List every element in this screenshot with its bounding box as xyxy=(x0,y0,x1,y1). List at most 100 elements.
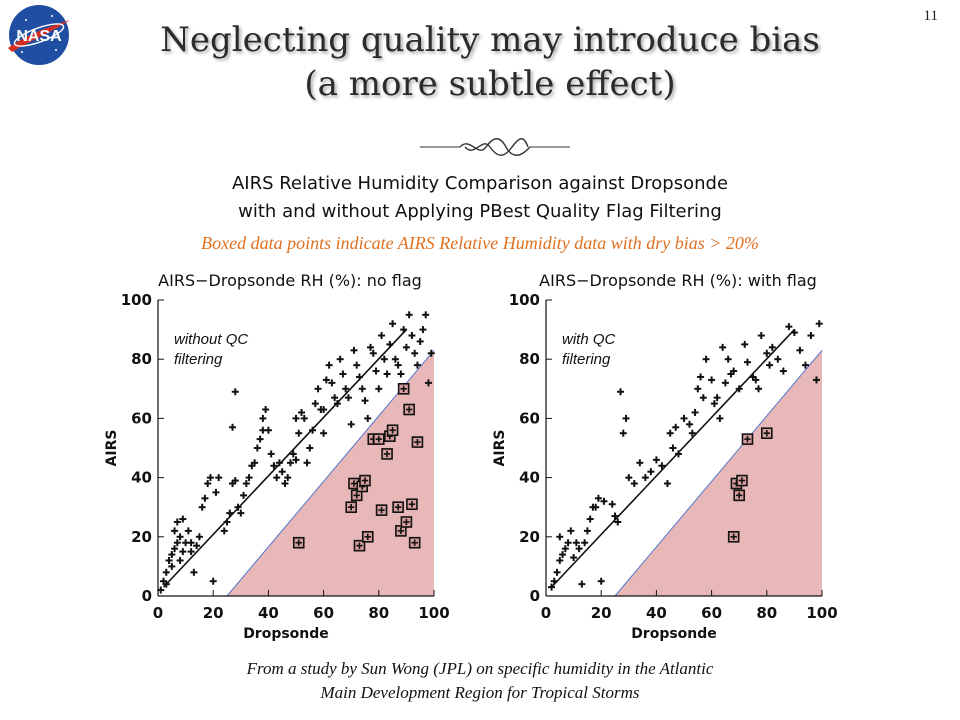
data-point xyxy=(179,548,187,556)
data-point xyxy=(168,562,176,570)
data-point xyxy=(157,586,165,594)
data-point xyxy=(422,311,430,319)
data-point xyxy=(400,326,408,334)
y-tick-label: 60 xyxy=(131,409,152,427)
data-point xyxy=(391,355,399,363)
data-point xyxy=(275,459,283,467)
data-point xyxy=(658,462,666,470)
x-tick-label: 20 xyxy=(203,604,224,622)
data-point xyxy=(556,556,564,564)
data-point xyxy=(413,361,421,369)
data-point xyxy=(314,385,322,393)
data-point xyxy=(273,474,281,482)
data-point xyxy=(350,346,358,354)
data-point xyxy=(419,326,427,334)
y-tick-label: 60 xyxy=(519,409,540,427)
qc-annotation: without QC xyxy=(174,331,248,348)
data-point xyxy=(583,527,591,535)
data-point xyxy=(339,370,347,378)
boxed-data-point xyxy=(411,436,424,448)
x-tick-label: 80 xyxy=(756,604,777,622)
data-point xyxy=(306,444,314,452)
data-point xyxy=(594,494,602,502)
x-tick-label: 60 xyxy=(313,604,334,622)
data-point xyxy=(694,385,702,393)
data-point xyxy=(597,577,605,585)
data-point xyxy=(369,349,377,357)
data-point xyxy=(397,370,405,378)
y-tick-label: 20 xyxy=(131,528,152,546)
data-point xyxy=(553,568,561,576)
data-point xyxy=(347,420,355,428)
data-point xyxy=(242,480,250,488)
boxed-data-point xyxy=(345,501,357,513)
x-axis-label: Dropsonde xyxy=(243,626,329,642)
fit-line xyxy=(550,329,795,588)
chart-subtitle: AIRS Relative Humidity Comparison agains… xyxy=(60,170,900,226)
title-line-2: (a more subtle effect) xyxy=(304,64,676,104)
data-point xyxy=(372,367,380,375)
data-point xyxy=(322,376,330,384)
data-point xyxy=(284,474,292,482)
data-point xyxy=(735,385,743,393)
data-point xyxy=(815,320,823,328)
data-point xyxy=(766,361,774,369)
x-tick-label: 80 xyxy=(368,604,389,622)
data-point xyxy=(215,474,223,482)
subtitle-line-2: with and without Applying PBest Quality … xyxy=(238,201,722,222)
data-point xyxy=(355,373,363,381)
boxed-data-point xyxy=(736,474,748,487)
y-tick-label: 80 xyxy=(519,350,540,368)
data-point xyxy=(179,515,187,523)
data-point xyxy=(295,429,303,437)
data-point xyxy=(251,459,259,467)
boxed-points-note: Boxed data points indicate AIRS Relative… xyxy=(201,233,759,253)
data-point xyxy=(289,450,297,458)
boxed-data-point xyxy=(381,448,393,460)
footer-line-2: Main Development Region for Tropical Sto… xyxy=(320,683,640,702)
data-point xyxy=(231,477,239,485)
chart-title: AIRS−Dropsonde RH (%): no flag xyxy=(158,271,422,290)
y-tick-label: 100 xyxy=(121,291,152,309)
data-point xyxy=(411,349,419,357)
data-point xyxy=(190,568,198,576)
data-point xyxy=(708,376,716,384)
x-tick-label: 40 xyxy=(646,604,667,622)
boxed-data-point xyxy=(760,427,773,439)
data-point xyxy=(229,423,237,431)
data-point xyxy=(253,444,261,452)
data-point xyxy=(570,554,578,562)
data-point xyxy=(622,414,630,422)
data-point xyxy=(223,518,231,526)
data-point xyxy=(328,379,336,387)
data-point xyxy=(320,406,328,414)
decorative-flourish xyxy=(420,138,570,156)
boxed-data-point xyxy=(400,516,413,528)
y-tick-label: 0 xyxy=(530,587,540,605)
data-point xyxy=(647,468,655,476)
data-point xyxy=(320,429,328,437)
data-point xyxy=(298,408,306,416)
data-point xyxy=(721,379,729,387)
data-point xyxy=(394,361,402,369)
data-point xyxy=(561,545,569,553)
y-tick-label: 20 xyxy=(519,528,540,546)
data-point xyxy=(710,400,718,408)
nasa-logo: NASA xyxy=(8,5,70,65)
data-point xyxy=(173,539,181,547)
data-point xyxy=(807,332,815,340)
data-point xyxy=(559,551,567,559)
data-point xyxy=(691,408,699,416)
data-point xyxy=(730,367,738,375)
data-point xyxy=(743,358,751,366)
data-point xyxy=(688,429,696,437)
source-footer: From a study by Sun Wong (JPL) on specif… xyxy=(60,657,900,705)
data-point xyxy=(600,497,608,505)
data-point xyxy=(666,429,674,437)
y-tick-label: 0 xyxy=(142,587,152,605)
data-point xyxy=(209,577,217,585)
data-point xyxy=(259,414,267,422)
data-point xyxy=(680,414,688,422)
data-point xyxy=(278,468,286,476)
data-point xyxy=(383,370,391,378)
